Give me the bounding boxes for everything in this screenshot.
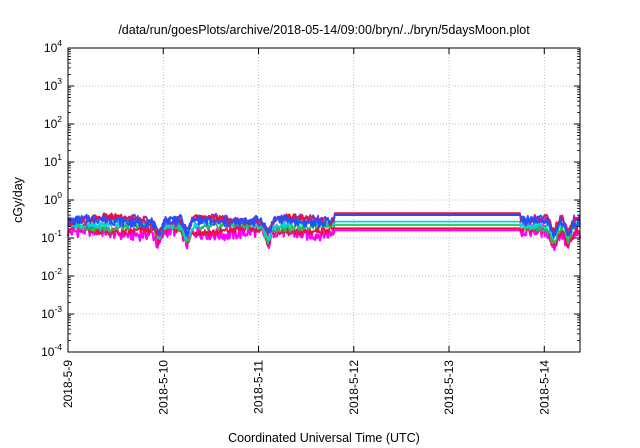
y-tick-label: 102	[44, 114, 62, 131]
series-line	[66, 222, 582, 252]
x-tick-label: 2018-5-12	[347, 360, 361, 415]
y-tick-label: 100	[44, 190, 62, 207]
y-tick-label: 101	[44, 152, 62, 169]
x-tick-label: 2018-5-13	[442, 360, 456, 415]
y-tick-label: 10-3	[41, 304, 62, 321]
y-tick-label: 10-2	[41, 266, 62, 283]
y-tick-label: 104	[44, 38, 62, 55]
axis-ticks	[67, 47, 580, 353]
y-tick-labels: 10-4 10-3 10-2 10-1 100 101 102 103 104	[41, 38, 62, 359]
x-axis-label: Coordinated Universal Time (UTC)	[228, 431, 420, 445]
chart-title: /data/run/goesPlots/archive/2018-05-14/0…	[118, 23, 530, 37]
y-tick-label: 10-1	[41, 228, 62, 245]
y-axis-label: cGy/day	[11, 176, 25, 223]
y-tick-label: 103	[44, 76, 62, 93]
y-tick-label: 10-4	[41, 342, 62, 359]
x-tick-label: 2018-5-9	[61, 360, 75, 408]
x-tick-label: 2018-5-11	[252, 360, 266, 414]
x-tick-label: 2018-5-10	[156, 360, 170, 415]
x-tick-label: 2018-5-14	[537, 360, 551, 415]
series-line	[67, 213, 581, 239]
series-layer	[66, 212, 582, 252]
x-tick-labels: 2018-5-9 2018-5-10 2018-5-11 2018-5-12 2018-…	[61, 360, 551, 415]
